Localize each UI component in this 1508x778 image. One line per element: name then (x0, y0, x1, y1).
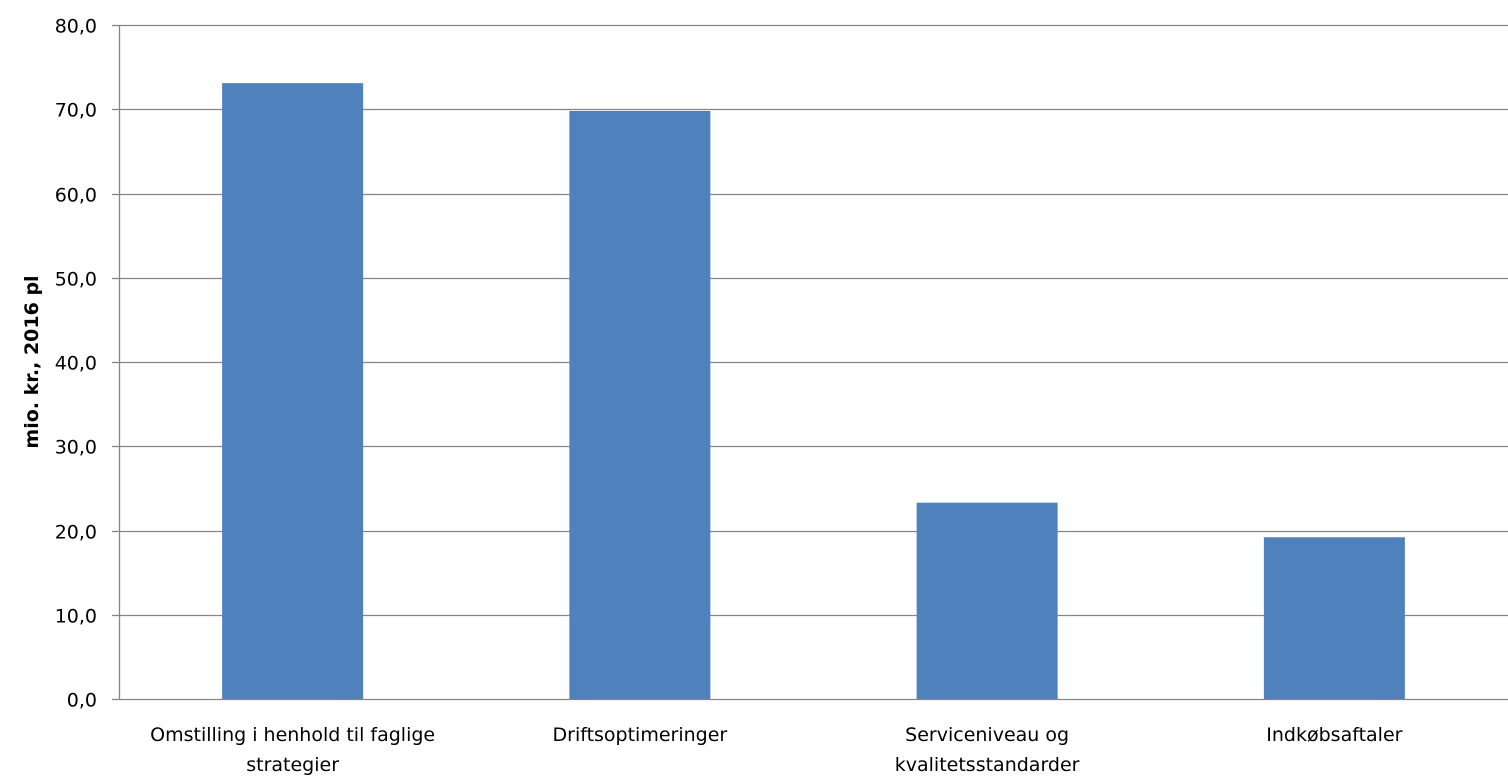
y-tick-label: 80,0 (55, 16, 97, 38)
x-category-labels: Omstilling i henhold til faglige strategi… (150, 724, 1403, 776)
bar (222, 83, 364, 699)
y-tick-label: 60,0 (55, 185, 97, 207)
y-tick-label: 40,0 (55, 353, 97, 375)
y-tick-label: 50,0 (55, 269, 97, 291)
bar (1263, 537, 1405, 699)
y-tick-label: 10,0 (55, 606, 97, 628)
y-tick-label: 20,0 (55, 522, 97, 544)
x-category-label: Driftsoptimeringer (553, 724, 728, 746)
y-tick-label: 30,0 (55, 437, 97, 459)
y-axis-title: mio. kr., 2016 pl (21, 275, 43, 448)
bar (916, 502, 1058, 699)
x-category-label: Indkøbsaftaler (1266, 724, 1402, 746)
bar (569, 110, 711, 699)
y-tick-labels: 0,0 10,0 20,0 30,0 40,0 50,0 60,0 70,0 80,0 (55, 16, 97, 712)
x-category-label: Omstilling i henhold til faglige strategi… (150, 724, 435, 776)
bars (222, 83, 1405, 699)
y-tick-label: 0,0 (67, 690, 97, 712)
y-tick-label: 70,0 (55, 100, 97, 122)
axes (112, 24, 1508, 701)
x-category-label: Serviceniveau og kvalitetsstandarder (895, 724, 1080, 776)
